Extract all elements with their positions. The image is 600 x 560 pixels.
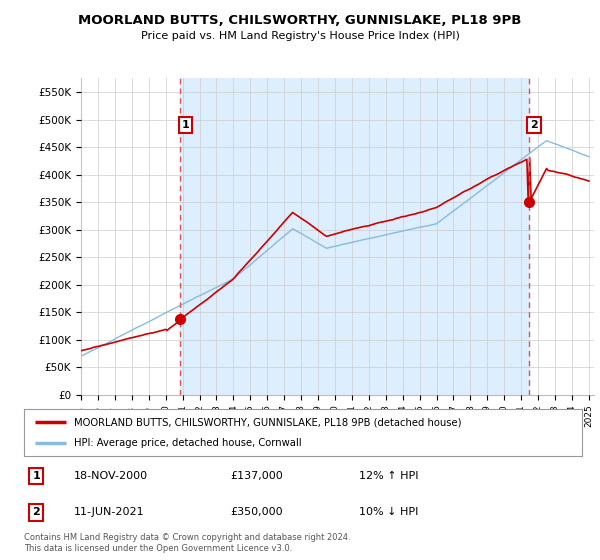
Text: 1: 1 bbox=[182, 120, 190, 130]
Text: Price paid vs. HM Land Registry's House Price Index (HPI): Price paid vs. HM Land Registry's House … bbox=[140, 31, 460, 41]
Text: Contains HM Land Registry data © Crown copyright and database right 2024.
This d: Contains HM Land Registry data © Crown c… bbox=[24, 533, 350, 553]
Bar bbox=[181, 78, 529, 395]
Text: 18-NOV-2000: 18-NOV-2000 bbox=[74, 471, 148, 481]
Text: HPI: Average price, detached house, Cornwall: HPI: Average price, detached house, Corn… bbox=[74, 438, 302, 448]
Text: 1: 1 bbox=[32, 471, 40, 481]
Text: 11-JUN-2021: 11-JUN-2021 bbox=[74, 507, 145, 517]
Text: £137,000: £137,000 bbox=[230, 471, 283, 481]
Text: 12% ↑ HPI: 12% ↑ HPI bbox=[359, 471, 418, 481]
Text: £350,000: £350,000 bbox=[230, 507, 283, 517]
Text: 2: 2 bbox=[530, 120, 538, 130]
Text: MOORLAND BUTTS, CHILSWORTHY, GUNNISLAKE, PL18 9PB: MOORLAND BUTTS, CHILSWORTHY, GUNNISLAKE,… bbox=[79, 14, 521, 27]
Text: 2: 2 bbox=[32, 507, 40, 517]
Text: 10% ↓ HPI: 10% ↓ HPI bbox=[359, 507, 418, 517]
Text: MOORLAND BUTTS, CHILSWORTHY, GUNNISLAKE, PL18 9PB (detached house): MOORLAND BUTTS, CHILSWORTHY, GUNNISLAKE,… bbox=[74, 417, 462, 427]
